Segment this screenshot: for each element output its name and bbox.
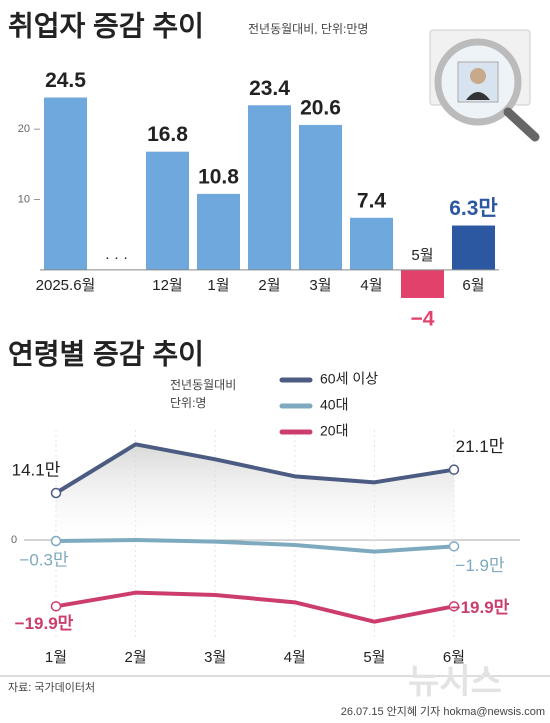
x-tick-label: 1월 bbox=[45, 649, 67, 666]
value-label: 7.4 bbox=[357, 189, 387, 212]
y-tick-label: 0 bbox=[11, 534, 17, 546]
value-label: −19.9만 bbox=[15, 614, 74, 633]
bar bbox=[452, 225, 495, 270]
x-tick-label: 2월 bbox=[258, 277, 280, 294]
bar bbox=[350, 217, 393, 270]
legend-label: 40대 bbox=[320, 397, 348, 413]
value-label: −19.9만 bbox=[451, 598, 510, 617]
bar bbox=[401, 269, 444, 298]
value-label: −0.3만 bbox=[19, 550, 69, 569]
logo: 뉴시스 bbox=[408, 663, 502, 701]
point bbox=[448, 541, 460, 552]
value-label: 16.8 bbox=[147, 123, 188, 146]
point bbox=[50, 487, 62, 499]
value-label: 24.5 bbox=[45, 69, 86, 92]
x-tick-label: 12월 bbox=[152, 277, 183, 294]
bar bbox=[248, 105, 291, 270]
line bbox=[55, 590, 455, 624]
x-tick-label: 5월 bbox=[363, 649, 385, 666]
value-label: 20.6 bbox=[300, 96, 341, 119]
value-label: 21.1만 bbox=[456, 437, 505, 456]
bar bbox=[299, 124, 342, 270]
legend-label: 20대 bbox=[320, 423, 348, 439]
x-tick-label: 5월 bbox=[411, 247, 433, 264]
value-label: −4 bbox=[411, 308, 435, 331]
bar bbox=[146, 151, 189, 270]
point bbox=[448, 464, 460, 475]
y-tick-label: 10 bbox=[18, 193, 30, 205]
point bbox=[448, 601, 460, 612]
chart-title: 취업자 증감 추이 bbox=[8, 10, 204, 41]
credit: 26.07.15 안지혜 기자 hokma@newsis.com bbox=[341, 705, 545, 718]
value-label: 23.4 bbox=[249, 77, 290, 100]
x-tick-label: · · · bbox=[105, 249, 128, 266]
x-tick-label: 4월 bbox=[284, 649, 306, 666]
bar bbox=[197, 193, 240, 270]
chart-subtitle: 전년동월대비 bbox=[170, 378, 236, 392]
value-label: −1.9만 bbox=[455, 556, 505, 575]
chart-title: 연령별 증감 추이 bbox=[8, 338, 204, 369]
x-tick-label: 3월 bbox=[309, 277, 331, 294]
point bbox=[50, 535, 62, 547]
value-label: 6.3만 bbox=[449, 197, 498, 220]
legend-label: 60세 이상 bbox=[320, 371, 378, 387]
chart-subtitle: 전년동월대비, 단위:만명 bbox=[248, 22, 368, 36]
chart-subtitle: 단위:명 bbox=[170, 396, 206, 410]
value-label: 14.1만 bbox=[12, 460, 61, 479]
point bbox=[50, 601, 62, 612]
line bbox=[54, 442, 455, 495]
line bbox=[55, 538, 455, 554]
magnifier-icon bbox=[429, 29, 540, 142]
x-tick-label: 6월 bbox=[462, 277, 484, 294]
x-tick-label: 2월 bbox=[125, 649, 147, 666]
x-tick-label: 4월 bbox=[360, 277, 382, 294]
x-tick-label: 1월 bbox=[207, 277, 229, 294]
x-tick-label: 2025.6월 bbox=[36, 277, 96, 294]
bar bbox=[44, 97, 87, 270]
value-label: 10.8 bbox=[198, 165, 239, 188]
x-tick-label: 6월 bbox=[443, 649, 465, 666]
y-tick-label: 20 bbox=[18, 123, 30, 135]
x-tick-label: 3월 bbox=[204, 649, 226, 666]
source: 자료: 국가데이터처 bbox=[8, 681, 95, 694]
area bbox=[56, 444, 454, 540]
